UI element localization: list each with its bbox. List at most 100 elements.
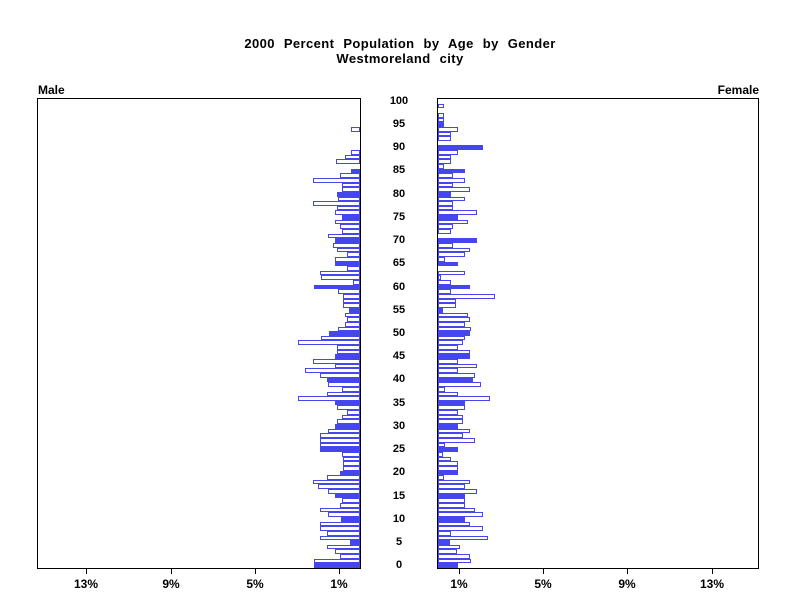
female-bar-age-84 [438,173,453,178]
male-bar-age-9 [320,521,360,527]
age-tick-label-35: 35 [392,396,406,409]
female-bar-age-61 [438,280,451,285]
female-bar-age-23 [438,456,451,462]
male-bar-age-84 [340,173,360,178]
female-bar-age-1 [438,558,471,564]
male-bar-age-40 [327,377,360,383]
male-bar-age-12 [320,507,360,513]
female-panel [437,98,759,569]
male-bar-age-17 [318,484,360,490]
age-tick-label-75: 75 [392,210,406,223]
male-bar-age-57 [343,298,360,304]
male-bar-age-15 [335,493,360,499]
male-bar-age-75 [342,215,360,220]
female-bar-age-41 [438,372,475,378]
female-bar-age-13 [438,503,465,508]
male-bar-age-80 [337,191,360,197]
male-bar-age-55 [349,307,360,313]
age-tick-label-40: 40 [392,373,406,386]
male-bar-age-23 [343,456,360,462]
female-percent-tick-13% [712,569,713,574]
male-bar-age-45 [335,354,360,360]
male-bar-age-27 [320,437,360,443]
female-percent-tick-label-9%: 9% [618,577,636,591]
female-bar-age-22 [438,461,458,466]
male-bar-age-74 [335,219,360,225]
male-bar-age-8 [320,526,360,531]
male-bar-age-76 [335,210,360,216]
female-bar-age-99 [438,103,444,109]
male-bar-age-73 [340,224,360,230]
female-bar-age-3 [438,549,457,555]
female-percent-tick-label-1%: 1% [450,577,468,591]
chart-title-line2: Westmoreland city [336,51,464,66]
age-tick-label-15: 15 [392,489,406,502]
female-bar-age-54 [438,312,468,318]
male-bar-age-60 [314,284,360,290]
female-bar-age-74 [438,219,468,225]
age-tick-label-5: 5 [395,535,403,548]
female-bar-age-10 [438,516,465,522]
age-tick-label-45: 45 [392,350,406,363]
male-bar-age-16 [328,489,360,494]
female-bar-age-49 [438,335,465,341]
male-bar-age-85 [351,168,360,174]
male-bar-age-54 [345,312,360,318]
female-bar-age-26 [438,442,445,448]
age-tick-label-85: 85 [392,164,406,177]
male-bar-age-31 [337,419,360,425]
age-tick-label-60: 60 [392,280,406,293]
male-bar-age-21 [343,465,360,471]
female-bar-age-92 [438,136,451,141]
male-percent-tick-label-1%: 1% [330,577,348,591]
female-bar-age-37 [438,391,458,397]
age-tick-label-25: 25 [392,443,406,456]
female-percent-tick-5% [543,569,544,574]
female-bar-age-39 [438,382,481,387]
age-tick-label-65: 65 [392,257,406,270]
male-bar-age-46 [337,349,360,355]
male-bar-age-42 [305,368,360,373]
female-bar-age-83 [438,177,465,183]
male-bar-age-56 [343,303,360,308]
male-bar-age-65 [335,261,360,267]
male-bar-age-30 [335,424,360,429]
female-bar-age-63 [438,270,465,276]
female-bar-age-46 [438,349,470,355]
female-bar-age-15 [438,493,465,499]
male-bar-age-51 [338,326,360,332]
male-bar-age-28 [320,433,360,438]
male-bar-age-94 [351,126,360,132]
female-bar-age-38 [438,386,445,392]
female-bar-age-48 [438,340,463,346]
female-bar-age-96 [438,117,444,123]
female-bar-age-75 [438,215,458,220]
chart-title-line1: 2000 Percent Population by Age by Gender [244,36,556,51]
male-axis-label: Male [38,83,65,97]
male-percent-tick-label-13%: 13% [73,577,99,591]
male-bar-age-48 [298,340,360,346]
female-bar-age-17 [438,484,465,490]
male-bar-age-44 [313,359,360,364]
male-bar-age-3 [335,549,360,555]
female-bar-age-30 [438,424,458,429]
male-bar-age-32 [342,414,360,420]
female-bar-age-72 [438,229,451,234]
female-bar-age-69 [438,242,453,248]
female-bar-age-45 [438,354,470,360]
male-bar-age-1 [314,558,360,564]
male-bar-age-20 [340,470,360,476]
female-bar-age-8 [438,526,483,531]
age-tick-label-20: 20 [392,466,406,479]
male-bar-age-62 [321,275,360,281]
female-bar-age-81 [438,187,470,192]
male-bar-age-26 [320,442,360,448]
female-percent-tick-9% [627,569,628,574]
male-bar-age-83 [313,177,360,183]
female-bar-age-9 [438,521,470,527]
female-percent-tick-1% [459,569,460,574]
male-bar-age-66 [335,256,360,262]
age-tick-label-95: 95 [392,118,406,131]
female-bar-age-82 [438,182,453,188]
male-bar-age-79 [338,196,360,202]
